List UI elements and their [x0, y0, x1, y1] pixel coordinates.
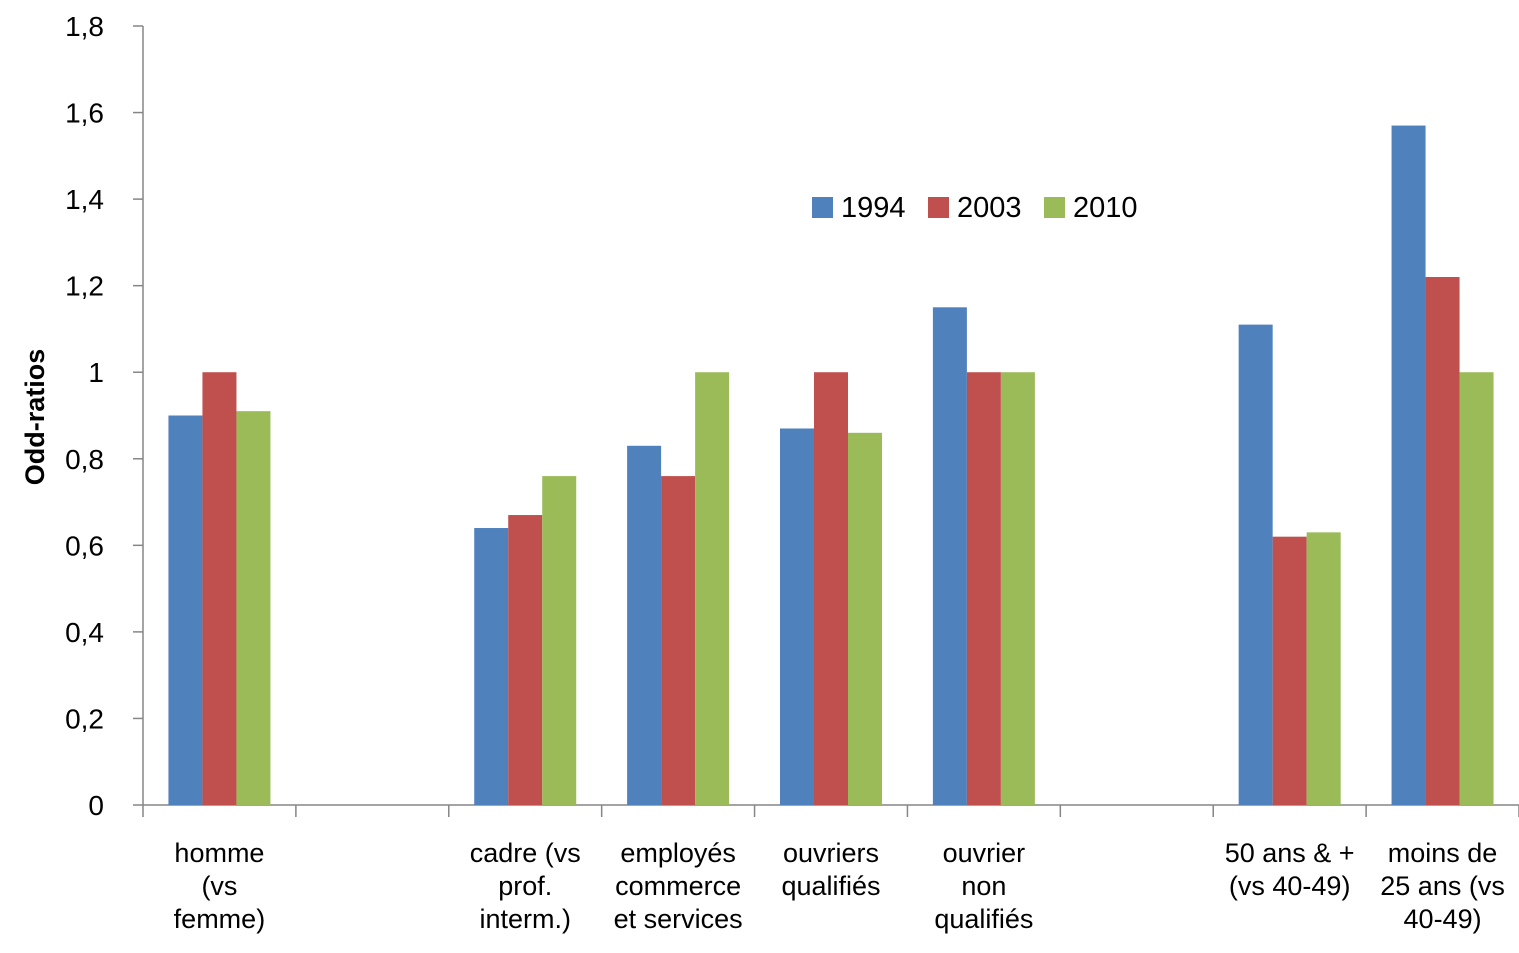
bar-2003-5	[966, 372, 1001, 805]
y-tick-label: 0,2	[65, 703, 104, 734]
bar-2003-3	[661, 476, 696, 805]
x-category-label: homme	[174, 838, 264, 868]
bar-2003-8	[1425, 277, 1460, 805]
bar-2003-0	[202, 372, 237, 805]
x-category-label: femme)	[174, 904, 266, 934]
x-category-label: qualifiés	[934, 904, 1033, 934]
bar-2010-7	[1306, 532, 1341, 805]
y-tick-label: 1,2	[65, 271, 104, 302]
bar-2010-4	[848, 432, 882, 805]
bar-2010-5	[1000, 372, 1035, 805]
y-axis-title: Odd-ratios	[20, 349, 50, 486]
x-category-label: prof.	[498, 871, 552, 901]
x-category-label: non	[961, 871, 1006, 901]
x-category-label: 50 ans & +	[1225, 838, 1355, 868]
y-axis: 0 0,2 0,4 0,6 0,8 1 1,2 1,4 1,6 1,8	[65, 11, 144, 821]
x-category-label: (vs	[201, 871, 237, 901]
bars	[168, 125, 1494, 806]
bar-2010-8	[1459, 372, 1494, 805]
legend-label-2003: 2003	[957, 192, 1022, 224]
bar-1994-2	[474, 528, 509, 805]
x-category-label: moins de	[1388, 838, 1498, 868]
x-category-label: et services	[614, 904, 743, 934]
bar-1994-5	[932, 307, 967, 805]
x-category-label: ouvrier	[943, 838, 1026, 868]
x-axis	[142, 804, 1519, 817]
legend-swatch-2010	[1044, 197, 1065, 218]
bar-1994-3	[627, 445, 662, 805]
legend: 1994 2003 2010	[812, 192, 1138, 224]
y-tick-label: 0,4	[65, 617, 104, 648]
y-tick-label: 1,6	[65, 98, 104, 129]
bar-1994-7	[1238, 324, 1273, 805]
x-category-label: commerce	[615, 871, 741, 901]
y-tick-label: 0	[88, 790, 104, 821]
legend-swatch-1994	[812, 197, 833, 218]
legend-label-2010: 2010	[1073, 192, 1138, 224]
y-tick-label: 0,6	[65, 530, 104, 561]
x-category-label: interm.)	[479, 904, 571, 934]
legend-swatch-2003	[928, 197, 949, 218]
x-category-label: qualifiés	[781, 871, 880, 901]
x-category-label: ouvriers	[783, 838, 879, 868]
x-category-label: (vs 40-49)	[1229, 871, 1351, 901]
y-tick-label: 1	[88, 357, 104, 388]
legend-label-1994: 1994	[841, 192, 906, 224]
y-tick-label: 1,8	[65, 11, 104, 42]
x-category-label: employés	[620, 838, 736, 868]
bar-1994-8	[1391, 125, 1426, 806]
bar-1994-4	[780, 428, 814, 805]
x-category-label: 25 ans (vs	[1380, 871, 1505, 901]
bar-1994-0	[168, 415, 203, 805]
x-category-label: cadre (vs	[470, 838, 581, 868]
bar-2010-2	[542, 476, 577, 805]
y-tick-label: 0,8	[65, 444, 104, 475]
bar-2003-7	[1272, 536, 1307, 805]
bar-2003-2	[508, 515, 543, 805]
bar-2003-4	[814, 372, 848, 805]
bar-2010-0	[236, 411, 271, 805]
y-tick-label: 1,4	[65, 184, 104, 215]
x-category-label: 40-49)	[1404, 904, 1482, 934]
bar-2010-3	[695, 372, 730, 805]
